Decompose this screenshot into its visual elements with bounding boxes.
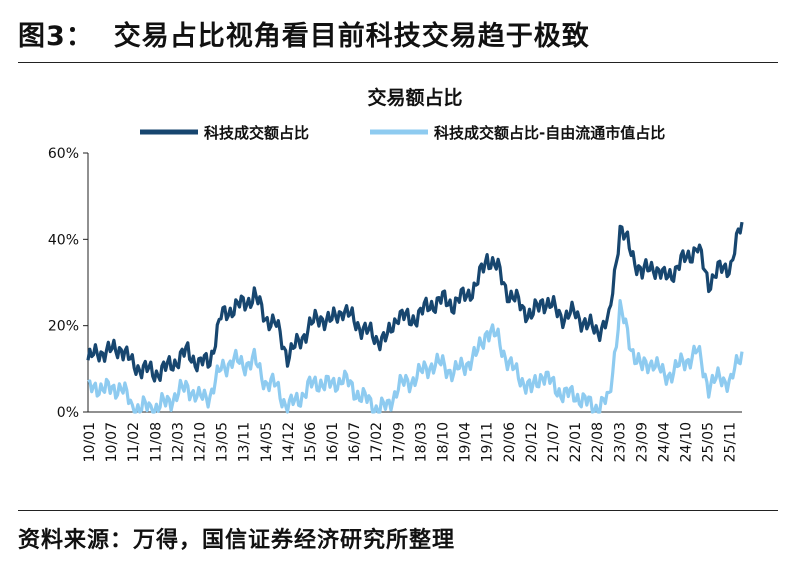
x-tick-label: 23/09	[634, 422, 650, 462]
figure-number: 图3：	[18, 21, 94, 52]
x-tick-label: 18/10	[436, 422, 452, 462]
y-tick-label: 0%	[57, 405, 79, 421]
series-line-1	[86, 221, 744, 383]
chart-title: 交易额占比	[367, 86, 462, 109]
y-tick-label: 20%	[48, 319, 79, 335]
x-tick-label: 11/02	[126, 422, 142, 462]
x-tick-label: 12/10	[192, 422, 208, 462]
x-tick-label: 14/12	[281, 422, 297, 462]
x-tick-label: 22/01	[568, 422, 584, 462]
legend-label-2: 科技成交额占比-自由流通市值占比	[434, 124, 665, 142]
x-tick-label: 10/07	[104, 422, 120, 462]
x-tick-label: 21/07	[546, 422, 562, 462]
x-tick-label: 10/01	[82, 422, 98, 462]
series-line-2	[87, 299, 744, 414]
x-tick-label: 17/09	[391, 422, 407, 462]
x-tick-label: 22/08	[590, 422, 606, 462]
x-tick-label: 14/05	[259, 422, 275, 462]
figure-title-text: 交易占比视角看目前科技交易趋于极致	[113, 21, 590, 52]
x-tick-label: 19/11	[480, 422, 496, 462]
x-tick-label: 17/02	[369, 422, 385, 462]
x-tick-label: 25/05	[701, 422, 717, 462]
x-tick-label: 20/06	[502, 422, 518, 462]
x-tick-label: 23/03	[612, 422, 628, 462]
x-tick-label: 20/12	[524, 422, 540, 462]
x-tick-label: 18/03	[413, 422, 429, 462]
x-tick-label: 16/01	[325, 422, 341, 462]
source-note: 资料来源：万得，国信证券经济研究所整理	[18, 528, 456, 553]
bottom-divider	[18, 510, 778, 511]
x-tick-label: 19/04	[458, 422, 474, 462]
x-tick-label: 24/10	[679, 422, 695, 462]
y-tick-label: 40%	[48, 232, 79, 248]
x-tick-label: 13/05	[215, 422, 231, 462]
x-tick-label: 16/07	[347, 422, 363, 462]
x-tick-label: 15/06	[303, 422, 319, 462]
figure-title: 图3： 交易占比视角看目前科技交易趋于极致	[18, 14, 590, 53]
x-tick-label: 11/08	[148, 422, 164, 462]
legend-label-1: 科技成交额占比	[204, 124, 309, 142]
x-tick-label: 24/04	[656, 422, 672, 462]
x-tick-label: 13/11	[237, 422, 253, 462]
x-tick-label: 12/03	[170, 422, 186, 462]
x-tick-label: 25/11	[723, 422, 739, 462]
y-tick-label: 60%	[48, 146, 79, 162]
top-divider	[18, 62, 778, 63]
